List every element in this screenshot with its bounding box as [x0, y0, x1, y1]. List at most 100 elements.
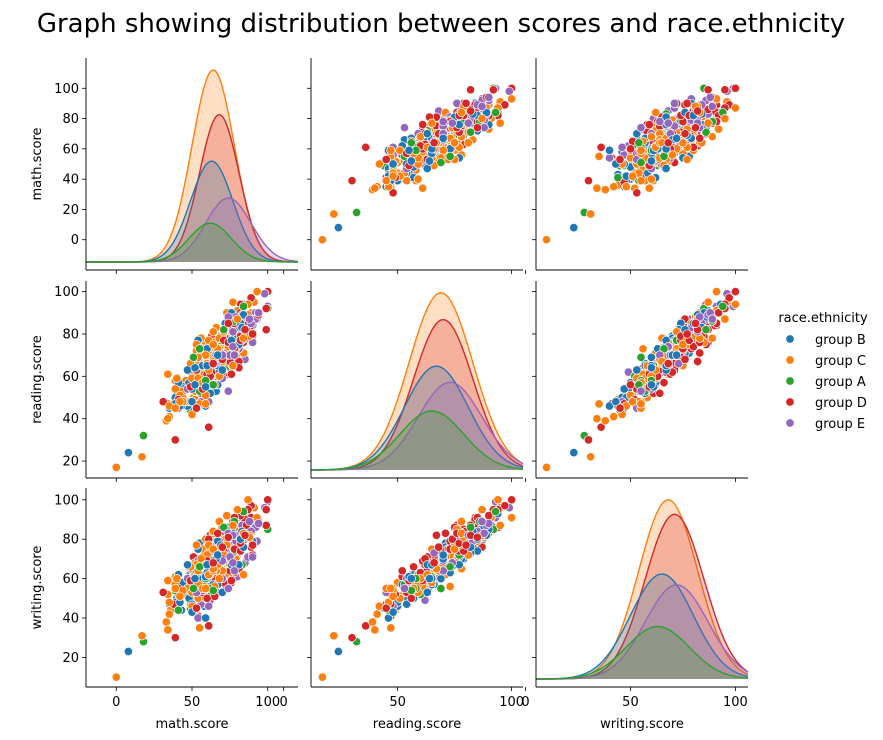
scatter-point: [388, 607, 398, 617]
scatter-point: [397, 566, 407, 576]
scatter-point: [613, 173, 623, 183]
scatter-point: [450, 138, 460, 148]
scatter-point: [347, 176, 357, 186]
scatter-point: [472, 123, 482, 133]
scatter-point: [201, 382, 211, 392]
scatter-point: [500, 501, 510, 511]
scatter-point: [583, 435, 594, 445]
scatter-point: [646, 132, 656, 142]
scatter-point: [409, 562, 419, 572]
scatter-point: [333, 646, 343, 657]
x-tick-label: 50: [389, 695, 406, 710]
scatter-point: [413, 174, 423, 184]
y-axis-label: math.score: [30, 127, 45, 200]
scatter-point: [386, 623, 396, 633]
scatter-point: [711, 287, 722, 297]
scatter-point: [402, 176, 412, 186]
scatter-point: [625, 144, 636, 154]
legend-title: race.ethnicity: [778, 311, 868, 326]
scatter-point: [472, 532, 482, 542]
kde-fill-group-D: [311, 319, 523, 470]
scatter-point: [611, 397, 621, 407]
scatter-point: [718, 301, 728, 311]
legend-label: group C: [815, 354, 866, 369]
scatter-point: [600, 185, 610, 195]
scatter-point: [219, 325, 229, 335]
scatter-point: [703, 297, 713, 307]
scatter-point: [445, 581, 455, 592]
panel-math.score-vs-writing.score: [525, 58, 748, 274]
y-tick-label: 100: [54, 493, 79, 508]
scatter-point: [646, 352, 656, 362]
kde-line-group-A: [86, 222, 298, 263]
scatter-point: [202, 593, 212, 603]
scatter-point: [399, 123, 410, 133]
scatter-point: [484, 92, 494, 102]
y-tick-label: 20: [62, 455, 79, 470]
scatter-point: [208, 339, 218, 350]
scatter-point: [674, 359, 684, 369]
scatter-point: [680, 129, 690, 139]
scatter-point: [488, 85, 498, 95]
scatter-point: [111, 672, 121, 682]
scatter-point: [238, 301, 249, 311]
scatter-point: [456, 107, 467, 118]
scatter-point: [569, 448, 579, 458]
y-tick-label: 20: [62, 651, 79, 666]
chart-title: Graph showing distribution between score…: [37, 9, 845, 39]
y-axis-label: reading.score: [30, 335, 45, 423]
scatter-point: [619, 384, 629, 394]
scatter-point: [182, 365, 193, 375]
scatter-point: [381, 154, 391, 165]
scatter-point: [429, 558, 439, 568]
scatter-point: [436, 583, 446, 594]
scatter-point: [229, 566, 239, 576]
scatter-point: [263, 495, 273, 505]
scatter-point: [434, 542, 444, 552]
scatter-point: [163, 625, 173, 635]
scatter-point: [659, 344, 669, 354]
kde-fill-group-A: [311, 410, 523, 470]
scatter-point: [361, 142, 371, 152]
scatter-point: [238, 333, 249, 343]
scatter-point: [720, 314, 730, 324]
scatter-point: [204, 601, 214, 611]
scatter-point: [388, 159, 398, 169]
scatter-point: [730, 83, 740, 93]
scatter-point: [427, 118, 437, 128]
scatter-point: [663, 118, 673, 128]
scatter-point: [123, 448, 133, 458]
scatter-point: [438, 117, 448, 127]
scatter-point: [429, 138, 439, 148]
x-tick-label: 0: [112, 695, 120, 710]
scatter-point: [636, 145, 646, 155]
scatter-point: [170, 633, 180, 643]
scatter-point: [541, 462, 552, 472]
scatter-point: [223, 386, 233, 396]
scatter-point: [638, 344, 648, 354]
scatter-point: [232, 505, 242, 515]
scatter-point: [456, 516, 467, 527]
scatter-point: [592, 183, 602, 193]
scatter-point: [386, 145, 396, 155]
scatter-point: [651, 107, 661, 118]
y-tick-label: 60: [62, 370, 79, 385]
scatter-point: [730, 299, 740, 309]
scatter-point: [208, 585, 218, 596]
panel-writing.score-vs-math.score: 20 40 60 80 100 writing.score 0 50 100 math.score: [30, 488, 298, 732]
scatter-point: [623, 367, 633, 377]
scatter-point: [636, 399, 646, 409]
scatter-point: [223, 583, 233, 594]
scatter-point: [481, 107, 492, 118]
scatter-point: [438, 550, 448, 560]
y-tick-label: 0: [71, 233, 79, 248]
scatter-point: [175, 591, 185, 601]
scatter-point: [594, 151, 604, 161]
kde-line-group-A: [310, 410, 524, 471]
scatter-point: [693, 356, 703, 367]
scatter-point: [170, 583, 180, 594]
y-tick-label: 40: [62, 173, 79, 188]
scatter-point: [137, 452, 147, 462]
scatter-point: [609, 182, 619, 192]
scatter-point: [477, 114, 487, 124]
